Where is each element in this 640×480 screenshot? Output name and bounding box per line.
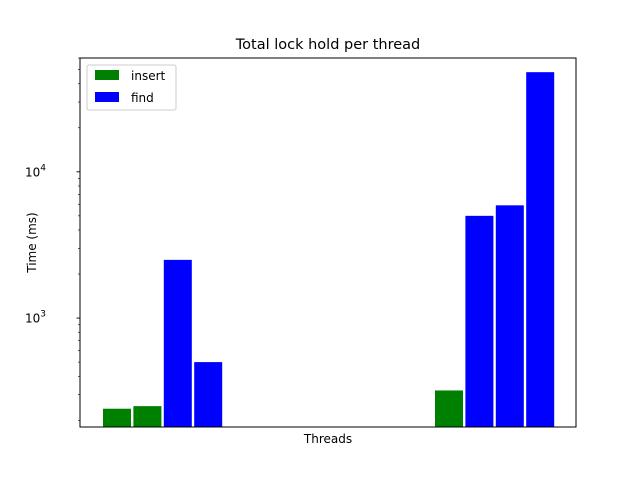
y-axis-label: Time (ms) [25, 212, 39, 274]
bars-group [103, 72, 555, 428]
y-tick-label: 104 [25, 163, 46, 179]
bar-insert-0 [103, 408, 131, 427]
y-tick-label: 103 [25, 310, 46, 326]
x-axis-label: Threads [303, 432, 352, 446]
bar-find-5 [465, 215, 494, 427]
legend-label-insert: insert [131, 69, 166, 83]
legend: insert find [86, 64, 177, 111]
plot-frame [79, 57, 577, 428]
legend-swatch-find [95, 92, 119, 102]
bar-find-3 [194, 362, 223, 427]
chart-title: Total lock hold per thread [235, 37, 420, 53]
bar-find-2 [163, 259, 192, 427]
bar-insert-1 [133, 406, 162, 427]
bar-find-6 [495, 205, 524, 427]
bar-insert-4 [435, 390, 463, 427]
legend-label-find: find [131, 91, 154, 105]
legend-swatch-insert [95, 70, 119, 80]
bar-find-7 [526, 72, 555, 428]
y-ticks-group: 103 104 [25, 57, 80, 421]
